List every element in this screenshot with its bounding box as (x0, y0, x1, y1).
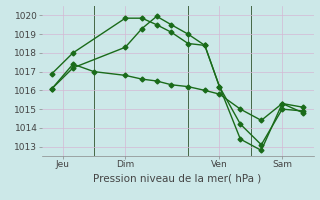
X-axis label: Pression niveau de la mer( hPa ): Pression niveau de la mer( hPa ) (93, 173, 262, 183)
